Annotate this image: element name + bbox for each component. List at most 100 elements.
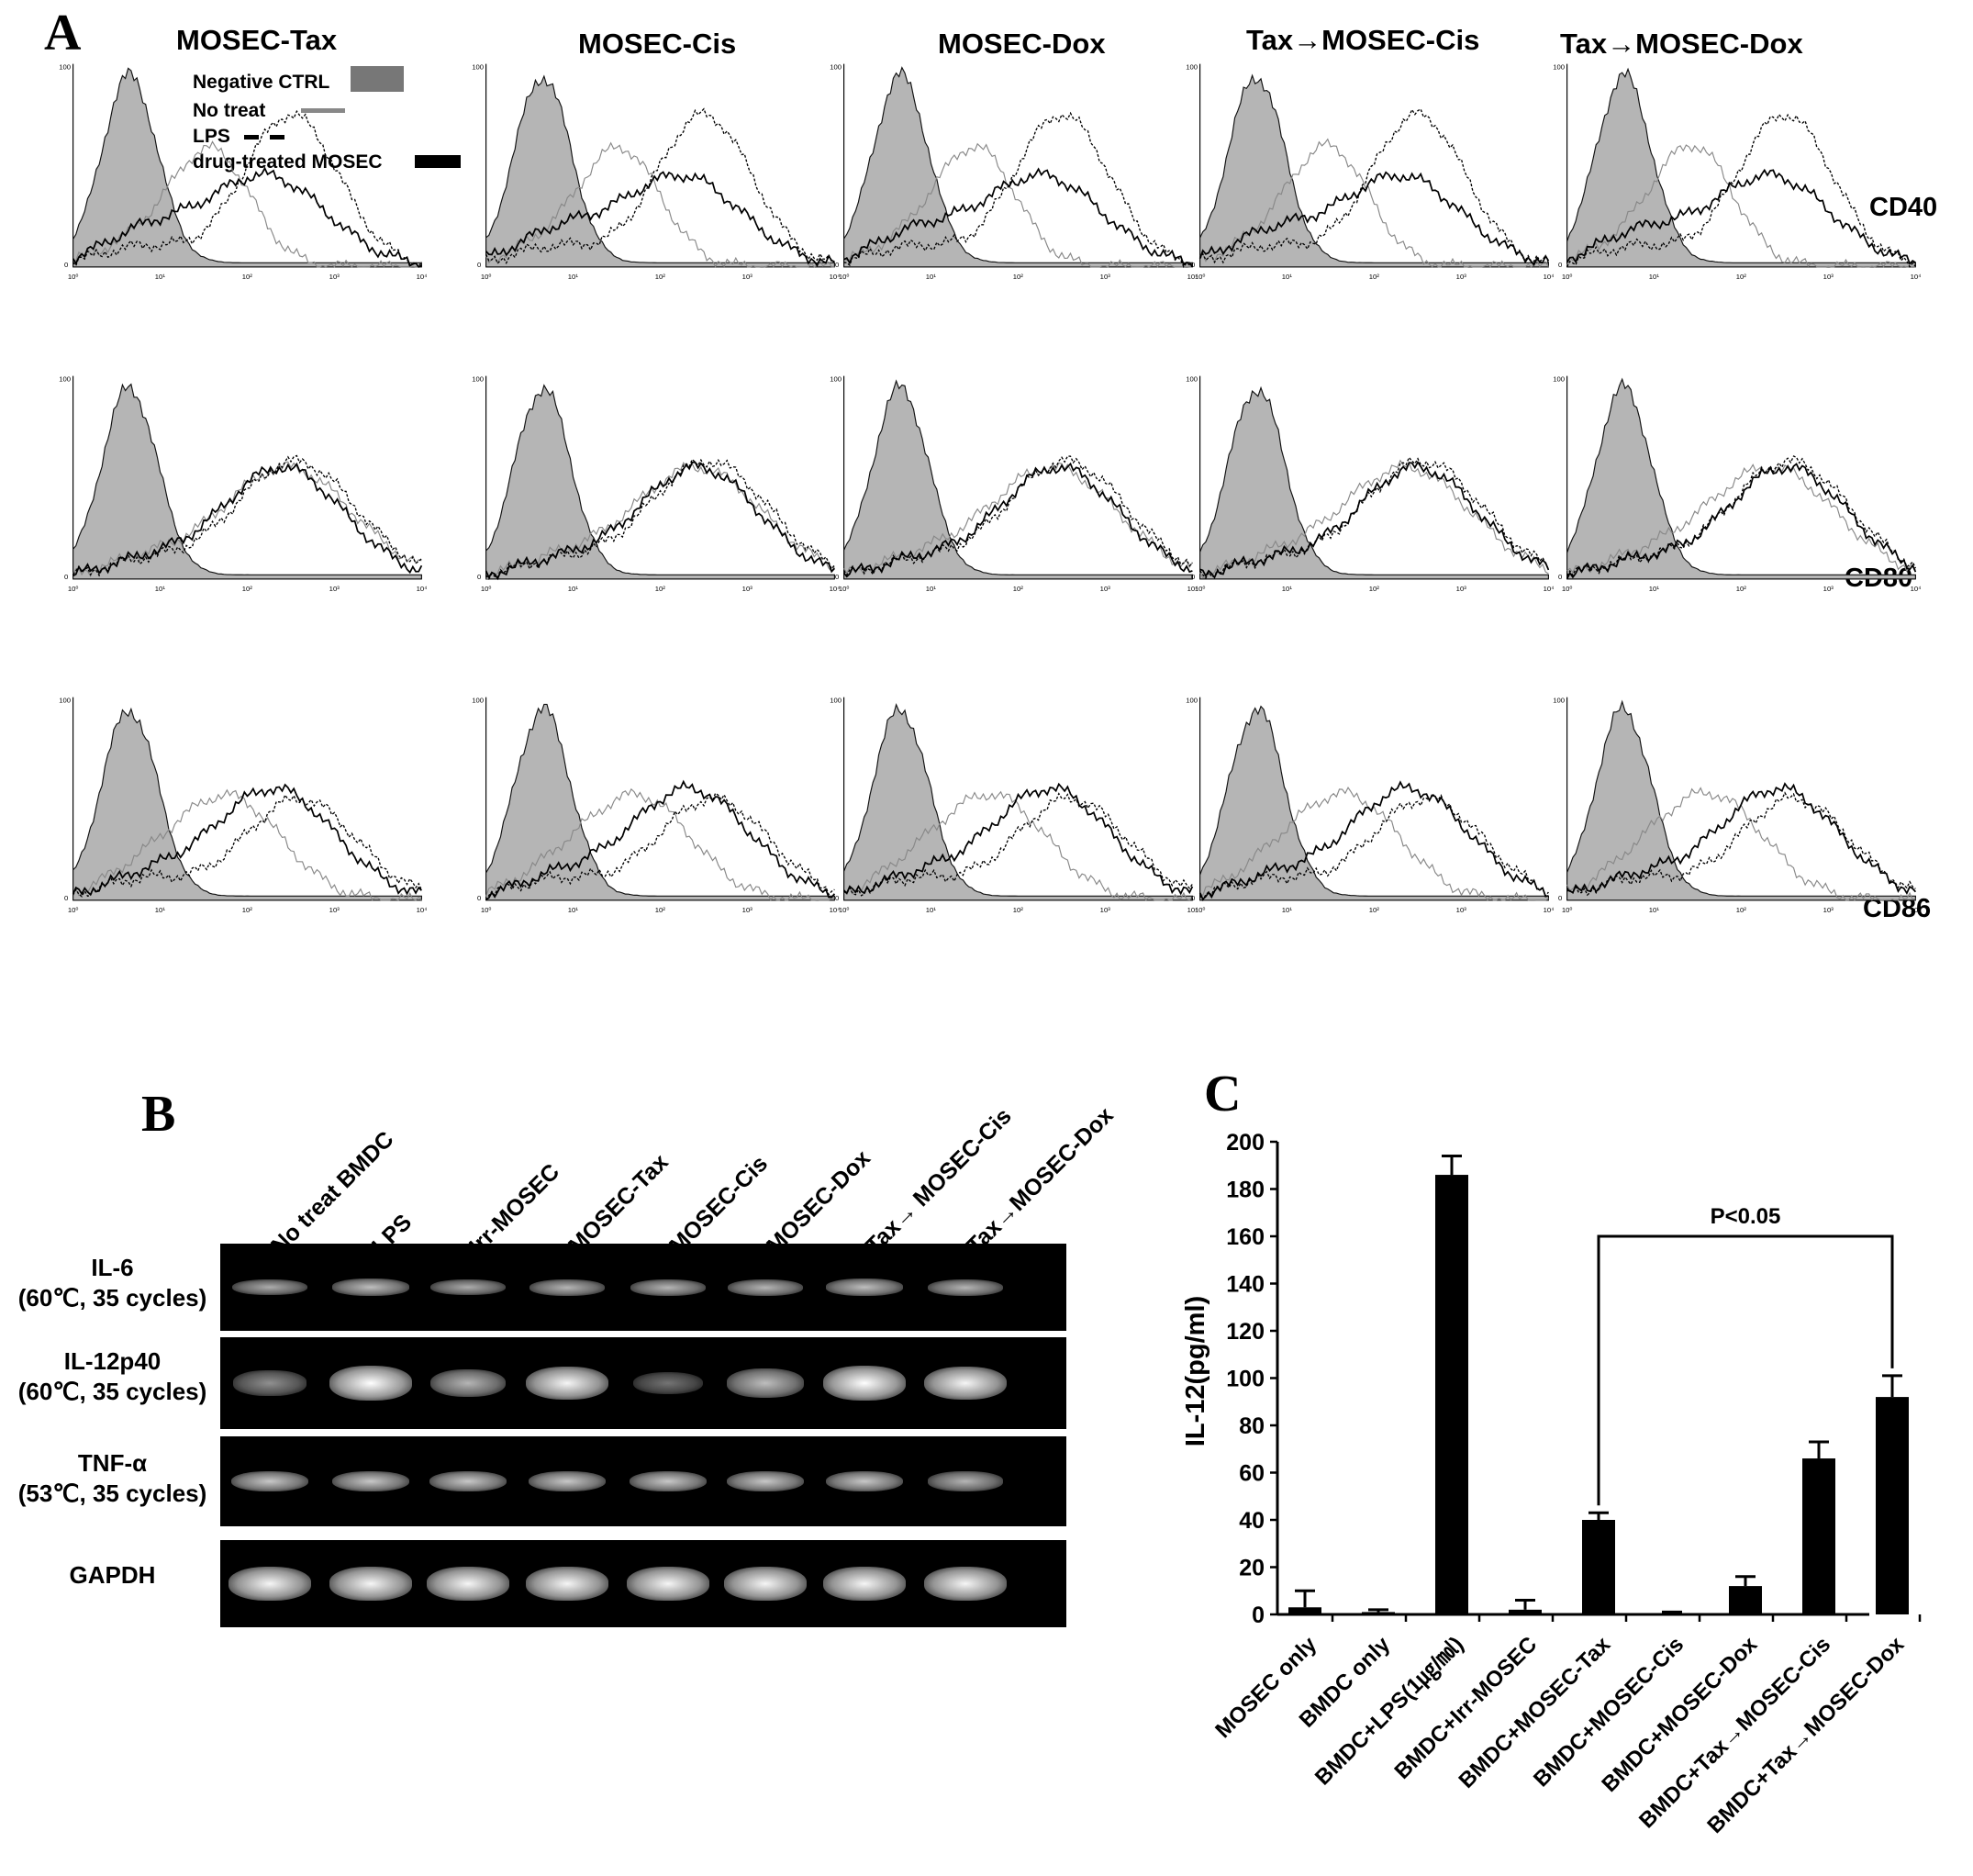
no-treat-histogram	[72, 140, 422, 268]
lps-histogram	[1566, 455, 1917, 577]
no-treat-histogram	[485, 462, 835, 580]
hist-x-tick: 10³	[742, 585, 753, 593]
gel-band	[329, 1366, 412, 1401]
gel-band	[823, 1366, 906, 1401]
hist-x-tick: 10⁰	[1562, 585, 1573, 593]
y-tick-label: 160	[1226, 1224, 1265, 1250]
hist-y-tick: 0	[477, 894, 481, 902]
negative-ctrl-histogram	[1199, 73, 1549, 268]
column-title-tax-mosec-cis: Tax→MOSEC-Cis	[1246, 24, 1480, 56]
hist-x-tick: 10¹	[926, 906, 937, 914]
hist-x-tick: 10⁴	[1544, 906, 1555, 914]
hist-y-tick: 100	[1186, 374, 1198, 383]
hist-x-tick: 10⁴	[1187, 906, 1198, 914]
hist-x-tick: 10²	[1736, 273, 1747, 281]
hist-y-tick: 0	[1558, 261, 1562, 269]
hist-x-tick: 10⁰	[68, 273, 79, 281]
hist-x-tick: 10⁴	[417, 585, 428, 593]
hist-x-tick: 10²	[242, 906, 253, 914]
y-tick-label: 20	[1239, 1556, 1265, 1581]
hist-x-tick: 10¹	[568, 273, 579, 281]
hist-x-tick: 10³	[329, 273, 340, 281]
hist-x-tick: 10⁴	[830, 585, 841, 593]
hist-y-tick: 100	[830, 696, 842, 704]
drug-treated-histogram	[1566, 168, 1916, 265]
y-tick-label: 80	[1239, 1413, 1265, 1439]
hist-x-tick: 10¹	[568, 585, 579, 593]
drug-treated-histogram	[72, 462, 423, 577]
y-tick-label: 120	[1226, 1319, 1265, 1345]
gel-band	[630, 1279, 707, 1296]
negative-ctrl-histogram	[72, 67, 422, 268]
il12-bar-chart: IL-12(pg/ml) 0 20 40 60 80 100 120 140 160 180 200…	[1181, 1130, 1922, 1838]
hist-x-tick: 10⁰	[1195, 906, 1206, 914]
hist-x-tick: 10²	[1013, 585, 1024, 593]
y-tick-label: 40	[1239, 1508, 1265, 1534]
hist-x-tick: 10⁴	[830, 273, 841, 281]
gel-band	[529, 1279, 606, 1296]
gene-condition: (53℃, 35 cycles)	[17, 1479, 207, 1507]
gel-band	[632, 1371, 704, 1395]
column-title-mosec-cis: MOSEC-Cis	[578, 28, 737, 60]
no-treat-histogram	[843, 142, 1193, 268]
hist-x-tick: 10¹	[926, 273, 937, 281]
negative-ctrl-histogram	[485, 384, 835, 580]
hist-x-tick: 10¹	[155, 273, 166, 281]
hist-x-tick: 10³	[1100, 273, 1111, 281]
hist-x-tick: 10³	[329, 585, 340, 593]
drug-treated-histogram	[1566, 463, 1917, 580]
hist-x-tick: 10¹	[1282, 273, 1293, 281]
y-tick-label: 100	[1226, 1367, 1265, 1392]
no-treat-histogram	[485, 787, 835, 901]
gene-name: IL-6	[91, 1254, 134, 1281]
legend-swatch-drug-treated	[415, 155, 461, 168]
row-label-cd40: CD40	[1869, 193, 1938, 222]
lps-histogram	[485, 107, 835, 265]
gel-band	[526, 1567, 608, 1601]
legend-swatch-lps	[244, 135, 288, 140]
hist-x-tick: 10²	[1369, 906, 1380, 914]
hist-y-tick: 100	[1553, 696, 1565, 704]
negative-ctrl-histogram	[1566, 377, 1916, 580]
gel-band	[526, 1366, 608, 1401]
hist-x-tick: 10¹	[1649, 585, 1660, 593]
panel-b-letter: B	[141, 1086, 176, 1143]
no-treat-histogram	[1199, 459, 1549, 579]
gene-name: TNF-α	[77, 1449, 148, 1477]
negative-ctrl-histogram	[485, 703, 835, 901]
gel-band	[726, 1470, 805, 1492]
hist-x-tick: 10¹	[155, 906, 166, 914]
gel-band	[627, 1567, 709, 1601]
hist-y-tick: 0	[64, 261, 68, 269]
hist-x-tick: 10³	[329, 906, 340, 914]
bar	[1435, 1175, 1468, 1614]
bar	[1582, 1520, 1615, 1614]
hist-x-tick: 10²	[655, 906, 666, 914]
gel-band	[528, 1470, 607, 1492]
negative-ctrl-histogram	[72, 707, 422, 901]
drug-treated-histogram	[1566, 782, 1917, 896]
negative-ctrl-histogram	[843, 379, 1193, 580]
y-tick-label: 180	[1226, 1178, 1265, 1203]
hist-y-tick: 0	[64, 894, 68, 902]
hist-x-tick: 10⁴	[417, 906, 428, 914]
hist-y-tick: 0	[1191, 261, 1195, 269]
column-title-mosec-tax: MOSEC-Tax	[176, 24, 338, 56]
gel-band	[429, 1470, 507, 1492]
hist-x-tick: 10²	[1369, 273, 1380, 281]
lps-histogram	[485, 792, 835, 901]
column-title-mosec-dox: MOSEC-Dox	[938, 28, 1106, 60]
hist-x-tick: 10⁰	[68, 585, 79, 593]
gel-band	[724, 1567, 807, 1601]
bar	[1876, 1397, 1909, 1614]
hist-x-tick: 10²	[242, 585, 253, 593]
drug-treated-histogram	[485, 461, 836, 581]
gel-band	[924, 1366, 1007, 1401]
hist-y-tick: 0	[1191, 894, 1195, 902]
